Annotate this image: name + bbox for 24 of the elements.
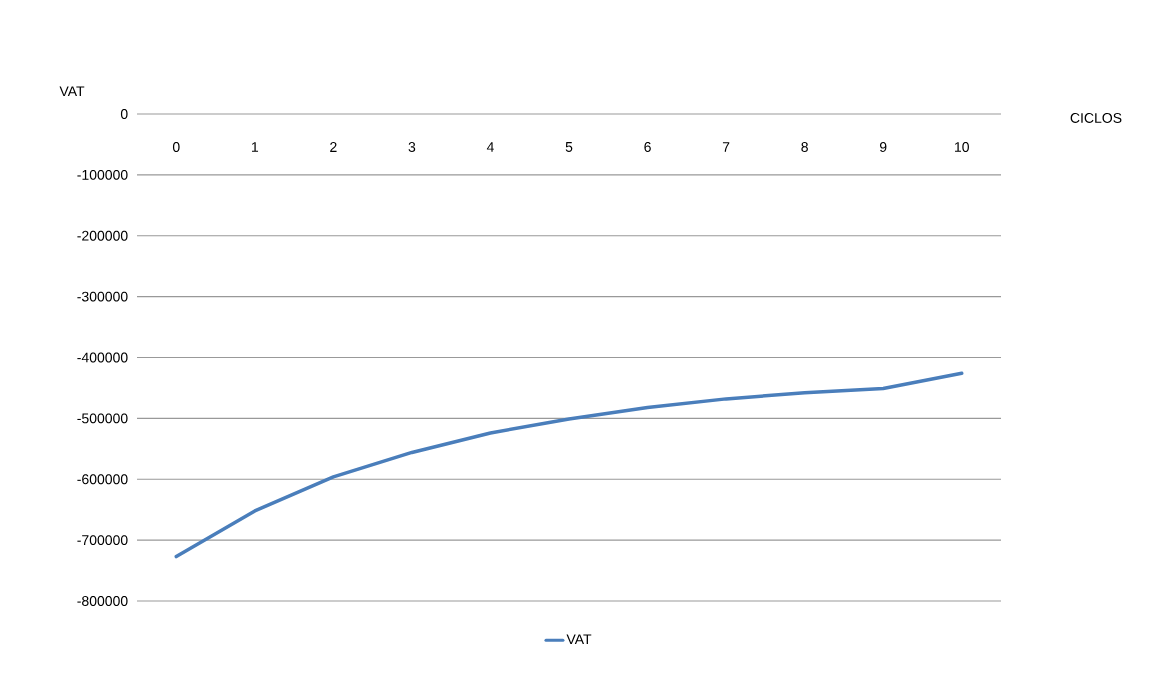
x-tick-label: 4 [486, 142, 494, 152]
x-tick-label: 3 [408, 142, 416, 152]
legend-label: VAT [566, 634, 592, 645]
y-tick-label: 0 [120, 109, 128, 119]
x-tick-label: 1 [252, 142, 259, 152]
y-tick-label: -300000 [77, 291, 128, 302]
x-tick-label: 5 [565, 142, 573, 152]
line-series [174, 371, 964, 559]
y-tick-label: -600000 [77, 474, 128, 485]
x-tick-label: 8 [801, 142, 808, 152]
x-tick-label: 10 [955, 142, 969, 152]
x-axis-title: CICLOS [1070, 113, 1122, 123]
y-tick-label: -800000 [77, 596, 128, 606]
y-tick-label: -100000 [77, 169, 128, 180]
y-tick-label: -400000 [77, 352, 128, 363]
x-tick-label: 7 [722, 142, 730, 152]
x-tick-label: 6 [644, 142, 651, 152]
x-tick-label: 2 [330, 142, 337, 152]
x-tick-label: 9 [879, 142, 887, 152]
y-tick-label: -500000 [77, 413, 128, 424]
y-axis-title: VAT [59, 86, 85, 97]
y-tick-label: -700000 [77, 535, 128, 546]
x-tick-label: 0 [172, 142, 180, 152]
y-tick-label: -200000 [77, 230, 128, 241]
